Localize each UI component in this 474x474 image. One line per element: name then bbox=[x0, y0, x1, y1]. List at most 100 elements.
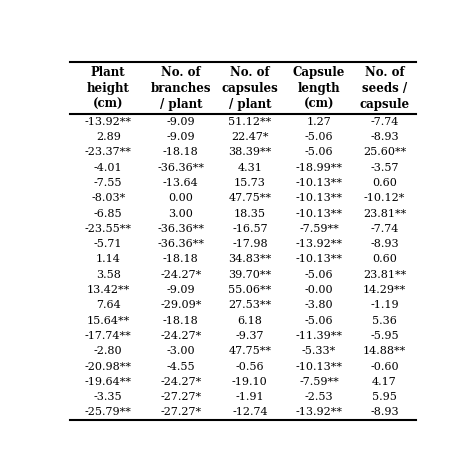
Text: -1.91: -1.91 bbox=[236, 392, 264, 402]
Text: -36.36**: -36.36** bbox=[157, 239, 204, 249]
Text: -25.79**: -25.79** bbox=[85, 407, 132, 418]
Text: -23.55**: -23.55** bbox=[85, 224, 132, 234]
Text: 47.75**: 47.75** bbox=[228, 346, 271, 356]
Text: -7.74: -7.74 bbox=[370, 117, 399, 127]
Text: Capsule
length
(cm): Capsule length (cm) bbox=[293, 66, 345, 111]
Text: -4.55: -4.55 bbox=[166, 362, 195, 372]
Text: -0.60: -0.60 bbox=[370, 362, 399, 372]
Text: 2.89: 2.89 bbox=[96, 132, 121, 142]
Text: -27.27*: -27.27* bbox=[160, 392, 201, 402]
Text: -7.74: -7.74 bbox=[370, 224, 399, 234]
Text: -6.85: -6.85 bbox=[94, 209, 123, 219]
Text: -24.27*: -24.27* bbox=[160, 270, 201, 280]
Text: -5.33*: -5.33* bbox=[302, 346, 336, 356]
Text: -36.36**: -36.36** bbox=[157, 163, 204, 173]
Text: -13.92**: -13.92** bbox=[295, 407, 342, 418]
Text: 0.60: 0.60 bbox=[372, 255, 397, 264]
Text: -12.74: -12.74 bbox=[232, 407, 268, 418]
Text: -13.64: -13.64 bbox=[163, 178, 199, 188]
Text: 3.58: 3.58 bbox=[96, 270, 121, 280]
Text: -5.06: -5.06 bbox=[305, 316, 333, 326]
Text: 18.35: 18.35 bbox=[234, 209, 266, 219]
Text: -4.01: -4.01 bbox=[94, 163, 123, 173]
Text: -8.93: -8.93 bbox=[370, 239, 399, 249]
Text: -18.18: -18.18 bbox=[163, 255, 199, 264]
Text: -24.27*: -24.27* bbox=[160, 331, 201, 341]
Text: 13.42**: 13.42** bbox=[87, 285, 130, 295]
Text: -9.09: -9.09 bbox=[166, 132, 195, 142]
Text: -3.00: -3.00 bbox=[166, 346, 195, 356]
Text: -13.92**: -13.92** bbox=[295, 239, 342, 249]
Text: -0.00: -0.00 bbox=[305, 285, 333, 295]
Text: -18.18: -18.18 bbox=[163, 147, 199, 157]
Text: 55.06**: 55.06** bbox=[228, 285, 272, 295]
Text: 23.81**: 23.81** bbox=[363, 270, 406, 280]
Text: -23.37**: -23.37** bbox=[85, 147, 132, 157]
Text: Plant
height
(cm): Plant height (cm) bbox=[87, 66, 130, 111]
Text: -2.80: -2.80 bbox=[94, 346, 123, 356]
Text: -7.59**: -7.59** bbox=[299, 224, 339, 234]
Text: -10.13**: -10.13** bbox=[295, 178, 342, 188]
Text: 14.88**: 14.88** bbox=[363, 346, 406, 356]
Text: -2.53: -2.53 bbox=[305, 392, 333, 402]
Text: -18.18: -18.18 bbox=[163, 316, 199, 326]
Text: 47.75**: 47.75** bbox=[228, 193, 271, 203]
Text: 1.27: 1.27 bbox=[307, 117, 331, 127]
Text: 7.64: 7.64 bbox=[96, 301, 120, 310]
Text: -10.13**: -10.13** bbox=[295, 362, 342, 372]
Text: 3.00: 3.00 bbox=[168, 209, 193, 219]
Text: -13.92**: -13.92** bbox=[85, 117, 132, 127]
Text: No. of
capsules
/ plant: No. of capsules / plant bbox=[221, 66, 278, 111]
Text: 22.47*: 22.47* bbox=[231, 132, 269, 142]
Text: No. of
seeds /
capsule: No. of seeds / capsule bbox=[359, 66, 410, 111]
Text: -10.13**: -10.13** bbox=[295, 193, 342, 203]
Text: 25.60**: 25.60** bbox=[363, 147, 406, 157]
Text: -17.98: -17.98 bbox=[232, 239, 268, 249]
Text: 39.70**: 39.70** bbox=[228, 270, 272, 280]
Text: -3.57: -3.57 bbox=[370, 163, 399, 173]
Text: -5.95: -5.95 bbox=[370, 331, 399, 341]
Text: -16.57: -16.57 bbox=[232, 224, 268, 234]
Text: -17.74**: -17.74** bbox=[85, 331, 132, 341]
Text: 0.00: 0.00 bbox=[168, 193, 193, 203]
Text: -5.06: -5.06 bbox=[305, 132, 333, 142]
Text: -8.93: -8.93 bbox=[370, 132, 399, 142]
Text: 51.12**: 51.12** bbox=[228, 117, 272, 127]
Text: -9.09: -9.09 bbox=[166, 117, 195, 127]
Text: 34.83**: 34.83** bbox=[228, 255, 272, 264]
Text: -9.09: -9.09 bbox=[166, 285, 195, 295]
Text: -10.13**: -10.13** bbox=[295, 209, 342, 219]
Text: -18.99**: -18.99** bbox=[295, 163, 342, 173]
Text: 4.31: 4.31 bbox=[237, 163, 262, 173]
Text: -5.06: -5.06 bbox=[305, 270, 333, 280]
Text: -0.56: -0.56 bbox=[236, 362, 264, 372]
Text: 1.14: 1.14 bbox=[96, 255, 121, 264]
Text: -5.71: -5.71 bbox=[94, 239, 122, 249]
Text: -7.55: -7.55 bbox=[94, 178, 122, 188]
Text: 5.95: 5.95 bbox=[372, 392, 397, 402]
Text: 15.73: 15.73 bbox=[234, 178, 266, 188]
Text: -8.93: -8.93 bbox=[370, 407, 399, 418]
Text: No. of
branches
/ plant: No. of branches / plant bbox=[151, 66, 211, 111]
Text: -1.19: -1.19 bbox=[370, 301, 399, 310]
Text: 15.64**: 15.64** bbox=[87, 316, 130, 326]
Text: -36.36**: -36.36** bbox=[157, 224, 204, 234]
Text: 14.29**: 14.29** bbox=[363, 285, 406, 295]
Text: -3.35: -3.35 bbox=[94, 392, 123, 402]
Text: -3.80: -3.80 bbox=[305, 301, 333, 310]
Text: -24.27*: -24.27* bbox=[160, 377, 201, 387]
Text: -19.64**: -19.64** bbox=[85, 377, 132, 387]
Text: -19.10: -19.10 bbox=[232, 377, 268, 387]
Text: -10.12*: -10.12* bbox=[364, 193, 405, 203]
Text: -11.39**: -11.39** bbox=[295, 331, 342, 341]
Text: -29.09*: -29.09* bbox=[160, 301, 201, 310]
Text: -5.06: -5.06 bbox=[305, 147, 333, 157]
Text: -9.37: -9.37 bbox=[236, 331, 264, 341]
Text: 0.60: 0.60 bbox=[372, 178, 397, 188]
Text: 5.36: 5.36 bbox=[372, 316, 397, 326]
Text: -8.03*: -8.03* bbox=[91, 193, 126, 203]
Text: 27.53**: 27.53** bbox=[228, 301, 272, 310]
Text: 38.39**: 38.39** bbox=[228, 147, 272, 157]
Text: -20.98**: -20.98** bbox=[85, 362, 132, 372]
Text: -10.13**: -10.13** bbox=[295, 255, 342, 264]
